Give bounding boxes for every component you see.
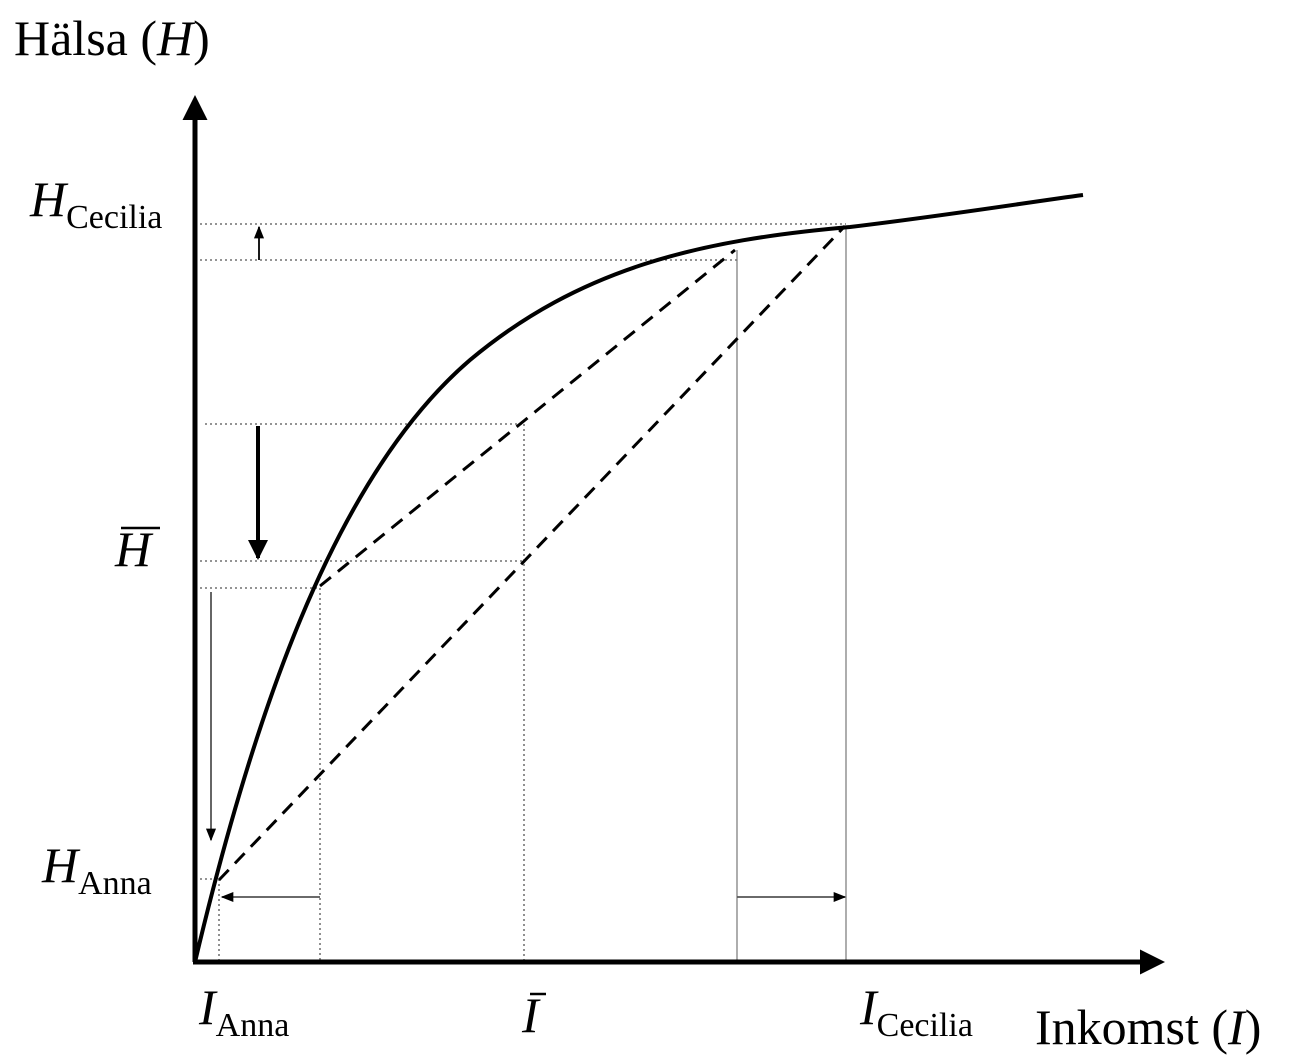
label-i-cecilia: ICecilia xyxy=(859,979,973,1044)
label-i-anna: IAnna xyxy=(198,979,289,1044)
axes xyxy=(182,95,1165,975)
chord-mean-incomes xyxy=(319,248,736,588)
label-h-cecilia: HCecilia xyxy=(29,171,162,236)
svg-text:H: H xyxy=(114,521,154,577)
svg-text:I: I xyxy=(521,987,541,1043)
chord-extreme-incomes xyxy=(217,224,847,882)
health-income-curve xyxy=(193,193,1084,963)
label-h-anna: HAnna xyxy=(41,837,152,902)
y-axis-title: Hälsa (H) xyxy=(14,10,210,66)
label-h-bar: H xyxy=(114,521,160,577)
guide-lines xyxy=(195,223,846,962)
arrows xyxy=(205,225,847,903)
chords xyxy=(217,224,847,882)
label-i-bar: I xyxy=(521,987,546,1043)
x-axis-title: Inkomst (I) xyxy=(1035,999,1261,1055)
solid-guide-lines xyxy=(736,229,847,962)
